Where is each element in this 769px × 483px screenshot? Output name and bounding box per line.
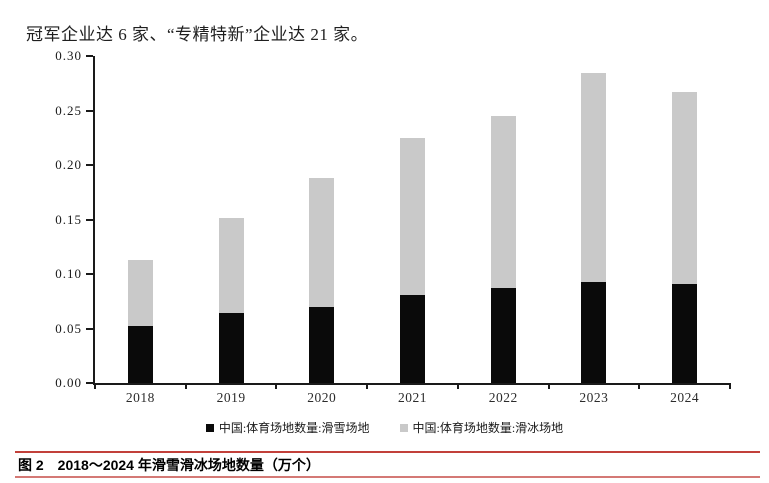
y-axis-tick: [86, 273, 93, 275]
bar-segment-ski-2019: [218, 313, 244, 383]
plot-area: 0.00 0.05 0.10 0.15 0.20 0.25 0.30 2018 2019 2020…: [55, 48, 731, 405]
x-axis-tick: [547, 383, 550, 389]
bar-segment-ski-2020: [309, 306, 335, 383]
legend-swatch-icon: [399, 423, 408, 432]
bar-segment-ski-2022: [490, 288, 516, 383]
x-axis-tick: [94, 383, 96, 389]
bar-segment-skate-2024: [672, 91, 698, 284]
body-paragraph: 冠军企业达 6 家、“专精特新”企业达 21 家。: [26, 25, 369, 44]
figure-caption: 图 2 2018～2024 年滑雪滑冰场地数量（万个）: [18, 457, 320, 473]
bar-segment-skate-2023: [581, 73, 607, 282]
x-axis-tick-label: 2019: [216, 390, 246, 405]
y-axis-tick: [86, 382, 93, 384]
y-axis-tick: [86, 55, 93, 57]
x-axis-tick-label: 2021: [398, 390, 427, 405]
y-axis-tick-label: 0.30: [55, 48, 82, 63]
x-axis-tick: [184, 383, 187, 389]
x-axis-tick-label: 2024: [670, 390, 700, 405]
x-axis-tick-label: 2023: [579, 390, 609, 405]
bar-segment-skate-2019: [218, 218, 244, 314]
bar-segment-ski-2024: [672, 283, 698, 383]
bar-segment-ski-2021: [400, 294, 425, 383]
y-axis-tick-label: 0.15: [55, 211, 82, 227]
y-axis-tick: [86, 164, 93, 166]
x-axis-tick: [275, 383, 278, 389]
bar-segment-ski-2018: [127, 326, 153, 383]
x-axis-tick-label: 2022: [488, 390, 518, 405]
x-axis-tick: [456, 383, 459, 389]
legend-item-skate: 中国:体育场地数量:滑冰场地: [399, 419, 564, 436]
y-axis-tick: [86, 218, 93, 221]
bar-segment-ski-2023: [581, 281, 607, 383]
x-axis-tick: [366, 383, 369, 389]
legend-item-ski: 中国:体育场地数量:滑雪场地: [205, 419, 370, 436]
chart-legend: 中国:体育场地数量:滑雪场地 中国:体育场地数量:滑冰场地: [0, 419, 769, 436]
y-axis-tick-label: 0.10: [55, 266, 82, 281]
bar-segment-skate-2022: [490, 115, 516, 289]
x-axis-tick-label: 2018: [125, 390, 155, 405]
y-axis-tick-label: 0.00: [55, 375, 82, 390]
y-axis-tick-label: 0.20: [55, 157, 82, 172]
y-axis-tick-label: 0.25: [55, 102, 82, 118]
legend-label: 中国:体育场地数量:滑冰场地: [412, 421, 564, 435]
y-axis-tick: [86, 109, 93, 112]
y-axis-tick-label: 0.05: [55, 320, 82, 336]
bar-segment-skate-2020: [309, 178, 335, 307]
caption-rule-bottom: [15, 476, 760, 478]
x-axis-tick: [638, 383, 641, 389]
bar-segment-skate-2018: [127, 259, 153, 327]
bar-segment-skate-2021: [400, 137, 425, 295]
x-axis-tick: [729, 383, 731, 389]
caption-rule-top: [15, 451, 760, 453]
legend-label: 中国:体育场地数量:滑雪场地: [218, 421, 370, 435]
legend-swatch-icon: [205, 423, 214, 432]
x-axis-tick-label: 2020: [307, 390, 337, 405]
y-axis-tick: [86, 327, 93, 330]
